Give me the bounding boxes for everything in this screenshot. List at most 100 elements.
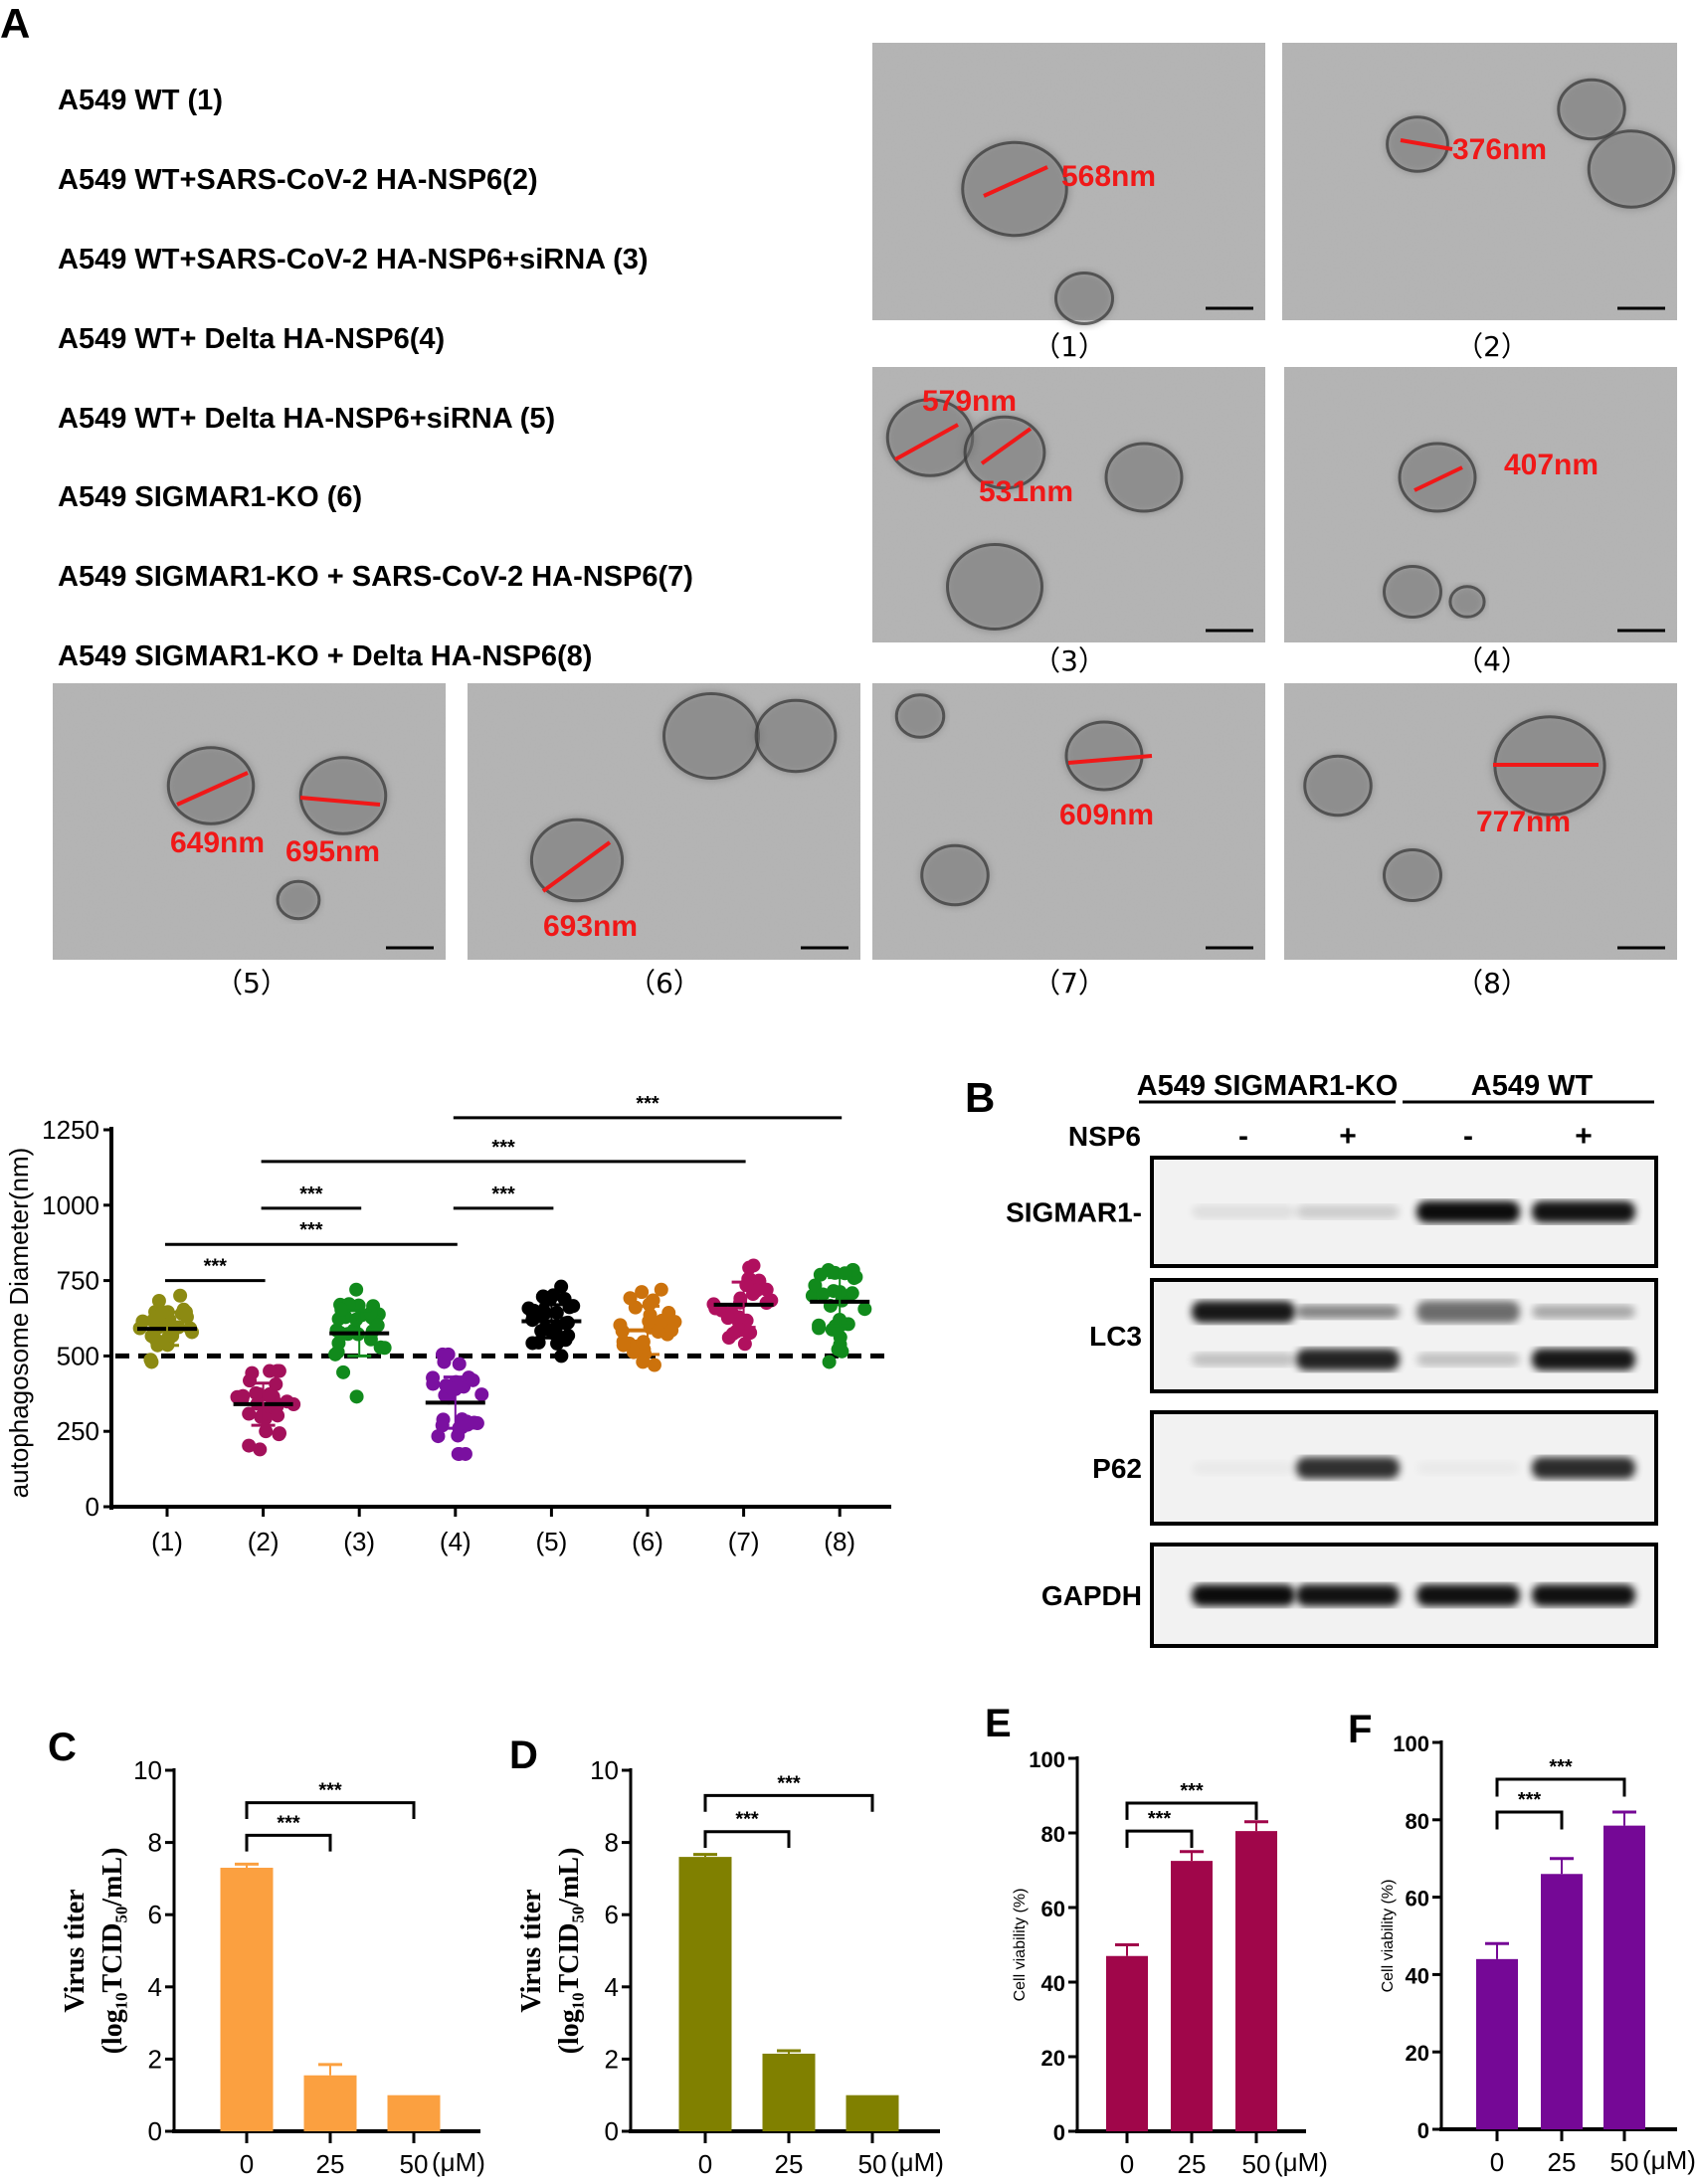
data-point: [262, 1388, 277, 1403]
y-axis-label: Virus titer: [60, 1889, 91, 2012]
significance-label: ***: [299, 1219, 323, 1241]
data-point: [334, 1302, 349, 1317]
data-point: [363, 1332, 378, 1347]
measurement-label: 568nm: [1061, 160, 1156, 193]
y-tick-label: 100: [1393, 1731, 1429, 1756]
cell-viability-chart-f: 0 20 40 60 80 100 0 25 50 (μM) *** *** Cell viabilit…: [1380, 1731, 1695, 2177]
organelle: [1104, 442, 1184, 513]
band: [1532, 1200, 1635, 1223]
data-point: [742, 1260, 757, 1275]
x-tick-label: 0: [1120, 2149, 1134, 2179]
x-tick-label: (8): [824, 1527, 855, 1556]
data-point: [534, 1324, 549, 1339]
bar: [387, 2094, 441, 2131]
data-point: [441, 1347, 456, 1362]
data-point: [259, 1424, 274, 1439]
data-point: [635, 1285, 650, 1300]
y-tick-label: 1000: [42, 1190, 99, 1220]
data-point: [452, 1357, 467, 1371]
y-tick-label: 1250: [42, 1115, 99, 1145]
data-point: [286, 1397, 301, 1412]
data-point: [831, 1342, 846, 1357]
y-tick-label: 60: [1041, 1897, 1065, 1921]
band: [1532, 1584, 1635, 1606]
measurement-label: 609nm: [1059, 799, 1154, 831]
measurement-label: 531nm: [979, 475, 1073, 508]
em-image-caption: （2）: [1455, 330, 1529, 363]
data-point: [431, 1429, 446, 1444]
y-tick-label: 80: [1406, 1809, 1429, 1834]
group-5: [521, 1279, 582, 1364]
measurement-label: 376nm: [1452, 133, 1547, 166]
x-tick-label: 25: [1178, 2149, 1207, 2179]
group-label: A549 WT: [1471, 1070, 1594, 1102]
em-image-6: 693nm: [468, 683, 860, 960]
membrane: [166, 746, 256, 825]
data-point: [263, 1364, 278, 1378]
data-point: [822, 1355, 837, 1369]
data-point: [521, 1301, 536, 1316]
data-point: [549, 1305, 564, 1320]
data-point: [253, 1442, 268, 1457]
em-image-caption: （3）: [1033, 644, 1106, 677]
blot-lc3: LC3: [1089, 1278, 1658, 1393]
data-point: [336, 1365, 351, 1379]
bar: [303, 2075, 357, 2131]
em-image-5: 649nm 695nm: [53, 683, 446, 960]
data-point: [642, 1297, 657, 1312]
band: [1416, 1353, 1520, 1366]
y-tick-label: 500: [57, 1341, 99, 1370]
organelle: [895, 693, 945, 739]
data-point: [654, 1282, 668, 1297]
band: [1532, 1305, 1635, 1319]
group-label: A549 SIGMAR1-KO: [1137, 1070, 1399, 1102]
significance-label: ***: [636, 1093, 659, 1115]
membrane: [963, 415, 1046, 490]
y-tick-label: 4: [605, 1972, 619, 2002]
y-axis-label-units: (log₁₀TCID₅₀/mL): [554, 1848, 585, 2055]
data-point: [271, 1408, 285, 1423]
legend-item: A549 WT+ Delta HA-NSP6(4): [58, 323, 445, 355]
membrane: [1398, 442, 1477, 513]
group-4: [425, 1347, 489, 1461]
measurement-label: 649nm: [170, 826, 265, 859]
data-point: [179, 1310, 194, 1325]
data-point: [737, 1337, 752, 1352]
data-point: [759, 1282, 774, 1297]
x-unit-label: (μM): [1274, 2147, 1328, 2177]
data-point: [242, 1438, 257, 1453]
x-tick-label: 0: [240, 2149, 254, 2179]
data-point: [812, 1318, 827, 1333]
x-tick-label: 0: [698, 2149, 712, 2179]
data-point: [546, 1288, 561, 1303]
membrane: [1303, 754, 1373, 818]
membrane: [1448, 585, 1486, 619]
significance-bracket: [703, 1830, 791, 1849]
measurement-label: 407nm: [1504, 449, 1599, 481]
bar: [220, 1868, 274, 2131]
membrane: [894, 693, 946, 739]
y-tick-label: 6: [148, 1900, 162, 1929]
data-point: [743, 1326, 758, 1341]
em-image-8: 777nm: [1284, 683, 1677, 960]
band: [1192, 1301, 1295, 1323]
y-tick-label: 60: [1406, 1887, 1429, 1911]
x-tick-label: 25: [1548, 2147, 1577, 2177]
membrane: [1104, 442, 1184, 513]
measurement-line: [299, 796, 381, 807]
y-tick-label: 0: [1417, 2118, 1429, 2143]
data-point: [739, 1278, 754, 1293]
x-tick-label: (4): [440, 1527, 471, 1556]
treatment-label: NSP6: [1068, 1121, 1141, 1152]
band: [1192, 1461, 1295, 1475]
bar: [1603, 1825, 1645, 2129]
panel-a-legend: A549 WT (1) A549 WT+SARS-CoV-2 HA-NSP6(2)…: [58, 85, 693, 672]
em-texture: [872, 43, 1265, 320]
legend-item: A549 SIGMAR1-KO (6): [58, 481, 362, 513]
band: [1416, 1200, 1520, 1223]
band: [1296, 1204, 1400, 1219]
data-point: [349, 1282, 364, 1297]
virus-titer-chart-c: 0 2 4 6 8 10 0 25 50 (μM) *** *** Virus titer (log₁₀T…: [60, 1755, 485, 2179]
em-image-2: 376nm: [1282, 43, 1677, 320]
